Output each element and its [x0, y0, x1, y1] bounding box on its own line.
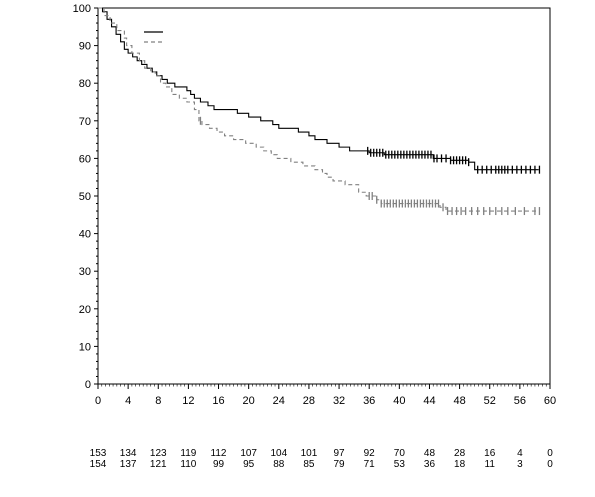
y-tick-label: 100 — [73, 3, 91, 15]
risk-count: 121 — [150, 459, 167, 470]
y-tick-label: 40 — [79, 229, 91, 241]
risk-count: 18 — [454, 459, 466, 470]
risk-count: 11 — [485, 459, 496, 470]
x-tick-label: 52 — [484, 395, 496, 407]
survival-curve-solid — [98, 7, 539, 171]
y-tick-label: 60 — [79, 153, 91, 165]
risk-count: 16 — [484, 448, 496, 459]
legend — [144, 31, 163, 43]
risk-count: 4 — [517, 448, 523, 459]
risk-count: 0 — [547, 448, 553, 459]
x-tick-label: 60 — [544, 395, 556, 407]
risk-count: 88 — [273, 459, 285, 470]
plot-frame — [97, 7, 551, 385]
risk-count: 110 — [180, 459, 196, 470]
x-tick-label: 12 — [182, 395, 194, 407]
x-tick-label: 20 — [243, 395, 255, 407]
risk-count: 112 — [211, 448, 227, 459]
risk-count: 101 — [301, 448, 318, 459]
y-tick-label: 10 — [79, 341, 91, 353]
y-tick-label: 20 — [79, 304, 91, 316]
y-tick-label: 30 — [79, 266, 91, 278]
survival-curves — [98, 7, 541, 216]
x-tick-label: 16 — [212, 395, 224, 407]
risk-count: 99 — [213, 459, 225, 470]
risk-count: 70 — [394, 448, 406, 459]
risk-count: 0 — [547, 459, 553, 470]
risk-count: 153 — [90, 448, 107, 459]
risk-count: 97 — [334, 448, 346, 459]
risk-count: 134 — [120, 448, 137, 459]
risk-count: 123 — [150, 448, 167, 459]
x-tick-label: 0 — [95, 395, 101, 407]
risk-count: 28 — [454, 448, 466, 459]
x-tick-label: 28 — [303, 395, 315, 407]
risk-count: 92 — [364, 448, 376, 459]
risk-count: 48 — [424, 448, 436, 459]
x-tick-label: 36 — [363, 395, 375, 407]
x-tick-label: 40 — [393, 395, 405, 407]
risk-count: 36 — [424, 459, 436, 470]
x-tick-label: 24 — [273, 395, 285, 407]
risk-count: 119 — [180, 448, 196, 459]
risk-count: 71 — [364, 459, 376, 470]
y-tick-label: 80 — [79, 78, 91, 90]
risk-count: 3 — [517, 459, 523, 470]
risk-count: 79 — [334, 459, 346, 470]
survival-curve-dashed — [98, 7, 539, 212]
risk-count: 95 — [243, 459, 255, 470]
risk-table: 153 134 123 119 112 107 104 101 97 92 70 48 28 16 4 0 15… — [90, 448, 554, 470]
risk-count: 107 — [240, 448, 257, 459]
y-tick-label: 90 — [79, 41, 91, 53]
y-tick-label: 50 — [79, 191, 91, 203]
x-tick-label: 4 — [125, 395, 131, 407]
x-tick-label: 32 — [333, 395, 345, 407]
x-tick-label: 56 — [514, 395, 526, 407]
risk-count: 104 — [270, 448, 287, 459]
risk-count: 85 — [303, 459, 315, 470]
y-tick-label: 70 — [79, 116, 91, 128]
x-tick-label: 8 — [155, 395, 161, 407]
x-tick-label: 44 — [423, 395, 435, 407]
x-tick-label: 48 — [453, 395, 465, 407]
risk-count: 137 — [120, 459, 137, 470]
risk-count: 53 — [394, 459, 406, 470]
risk-count: 154 — [90, 459, 107, 470]
y-tick-label: 0 — [85, 379, 91, 391]
